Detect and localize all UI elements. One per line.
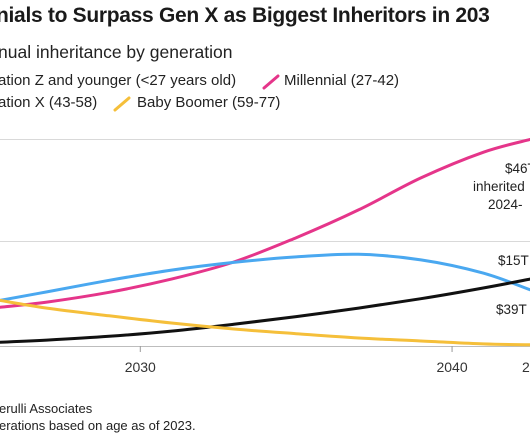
series-line-baby-boomer-59-77 [0,298,530,347]
annotation-millennial-total: $46T [505,161,530,176]
x-tick-label-2050: 2 [522,359,530,375]
footnote: erations based on age as of 2023. [0,418,196,433]
x-ticks: 2030 2040 2 [125,346,530,375]
annotation-genx-total: $15T [498,253,529,268]
annotation-millennial-period: 2024- [488,197,523,212]
legend-swatch-millennial [262,74,280,90]
annotations: $46T inherited 2024- $15T $39T [473,161,530,317]
series-line-ation-x-43-58 [0,277,530,344]
chart-subtitle: nual inheritance by generation [0,42,233,62]
legend-item-genz-label: ation Z and younger (<27 years old) [0,72,237,89]
x-tick-label-2040: 2040 [436,359,467,375]
series-line-ation-z-and-younger-27-years-old [0,252,530,302]
annotation-millennial-inherited: inherited [473,179,525,194]
legend-item-genx-label: ation X (43-58) [0,94,98,111]
legend-item-millennial-label: Millennial (27-42) [284,72,400,89]
source-note: erulli Associates [0,401,93,416]
series-line-millennial-27-42 [0,138,530,309]
x-tick-label-2030: 2030 [125,359,156,375]
series-layer [0,138,530,347]
gridlines [0,139,530,347]
annotation-genz-total: $39T [496,302,527,317]
chart-title: nials to Surpass Gen X as Biggest Inheri… [0,4,490,27]
legend-item-babyboomer-label: Baby Boomer (59-77) [137,94,281,111]
legend-swatch-babyboomer [113,96,131,112]
